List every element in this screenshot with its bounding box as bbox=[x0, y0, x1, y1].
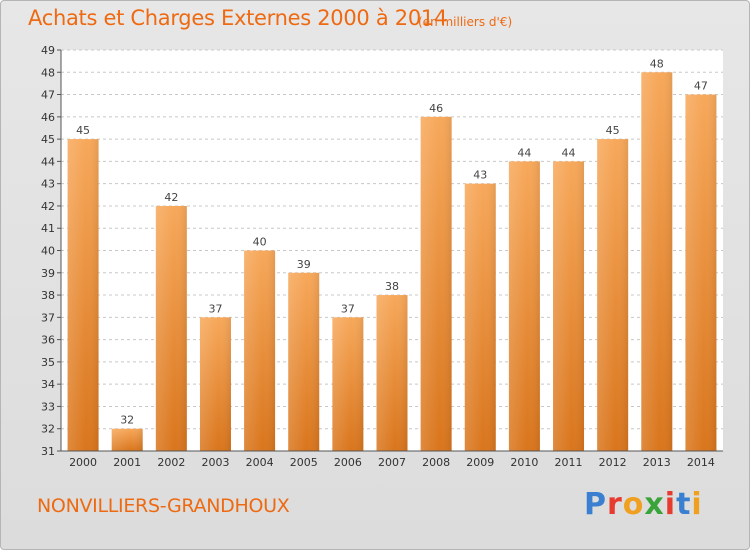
logo-letter: t bbox=[676, 487, 692, 522]
y-tick-label: 37 bbox=[41, 311, 55, 324]
bar-shade-2001 bbox=[111, 428, 143, 451]
x-tick-label: 2006 bbox=[334, 456, 362, 469]
x-tick-label: 2011 bbox=[555, 456, 583, 469]
proxiti-logo: Proxiti bbox=[584, 487, 703, 522]
chart-title: Achats et Charges Externes 2000 à 2014 bbox=[28, 6, 448, 30]
value-label: 44 bbox=[517, 146, 531, 159]
y-tick-label: 40 bbox=[41, 245, 55, 258]
value-label: 39 bbox=[297, 258, 311, 271]
x-tick-label: 2013 bbox=[643, 456, 671, 469]
y-tick-label: 45 bbox=[41, 133, 55, 146]
value-label: 37 bbox=[341, 302, 355, 315]
place-name: NONVILLIERS-GRANDHOUX bbox=[37, 495, 290, 517]
y-tick-label: 47 bbox=[41, 89, 55, 102]
bar-shade-2005 bbox=[288, 272, 320, 451]
bar-shade-2000 bbox=[67, 139, 99, 451]
value-label: 37 bbox=[208, 302, 222, 315]
y-tick-label: 35 bbox=[41, 356, 55, 369]
x-tick-label: 2010 bbox=[510, 456, 538, 469]
y-tick-label: 31 bbox=[41, 445, 55, 458]
y-tick-label: 43 bbox=[41, 178, 55, 191]
x-tick-label: 2007 bbox=[378, 456, 406, 469]
y-tick-label: 32 bbox=[41, 423, 55, 436]
y-tick-label: 39 bbox=[41, 267, 55, 280]
x-tick-label: 2008 bbox=[422, 456, 450, 469]
bar-shade-2010 bbox=[508, 161, 540, 451]
y-tick-label: 34 bbox=[41, 378, 55, 391]
value-label: 46 bbox=[429, 102, 443, 115]
bars: 45 32 42 37 40 39 37 38 46 43 44 44 45 48 47 bbox=[67, 57, 717, 452]
bar-shade-2013 bbox=[641, 72, 673, 452]
value-label: 40 bbox=[253, 236, 267, 249]
value-label: 45 bbox=[76, 124, 90, 137]
x-tick-label: 2002 bbox=[157, 456, 185, 469]
y-tick-label: 38 bbox=[41, 289, 55, 302]
value-label: 38 bbox=[385, 280, 399, 293]
y-tick-label: 44 bbox=[41, 155, 55, 168]
x-tick-label: 2000 bbox=[69, 456, 97, 469]
value-label: 43 bbox=[473, 169, 487, 182]
bar-shade-2014 bbox=[685, 94, 717, 452]
bar-shade-2003 bbox=[199, 317, 231, 451]
bar-shade-2006 bbox=[332, 317, 364, 451]
x-tick-label: 2014 bbox=[687, 456, 715, 469]
x-tick-label: 2001 bbox=[113, 456, 141, 469]
y-tick-label: 48 bbox=[41, 66, 55, 79]
value-label: 48 bbox=[650, 57, 664, 70]
value-label: 32 bbox=[120, 414, 134, 427]
y-tick-label: 46 bbox=[41, 111, 55, 124]
logo-letter: i bbox=[691, 487, 703, 522]
y-tick-label: 42 bbox=[41, 200, 55, 213]
value-label: 47 bbox=[694, 80, 708, 93]
y-tick-label: 41 bbox=[41, 222, 55, 235]
logo-letter: o bbox=[622, 487, 645, 522]
bar-shade-2011 bbox=[553, 161, 585, 451]
bar-shade-2007 bbox=[376, 295, 408, 451]
logo-letter: P bbox=[584, 487, 607, 522]
bar-shade-2004 bbox=[244, 250, 276, 451]
y-tick-label: 49 bbox=[41, 44, 55, 57]
y-tick-label: 33 bbox=[41, 400, 55, 413]
logo-letter: r bbox=[607, 487, 623, 522]
x-tick-label: 2004 bbox=[246, 456, 274, 469]
x-tick-label: 2009 bbox=[466, 456, 494, 469]
y-axis: 31 32 33 34 35 36 37 38 39 40 41 42 43 44 45 46 47 48 49 bbox=[41, 44, 62, 458]
chart-subtitle: (en milliers d'€) bbox=[418, 15, 513, 29]
x-tick-label: 2012 bbox=[599, 456, 627, 469]
value-label: 42 bbox=[164, 191, 178, 204]
y-tick-label: 36 bbox=[41, 334, 55, 347]
logo-letter: i bbox=[664, 487, 677, 522]
value-label: 45 bbox=[606, 124, 620, 137]
bar-shade-2009 bbox=[464, 183, 496, 451]
bar-shade-2002 bbox=[155, 205, 187, 451]
value-label: 44 bbox=[562, 146, 576, 159]
bar-shade-2008 bbox=[420, 116, 452, 451]
logo-letter: x bbox=[644, 487, 665, 522]
x-tick-label: 2003 bbox=[201, 456, 229, 469]
x-tick-label: 2005 bbox=[290, 456, 318, 469]
bar-shade-2012 bbox=[597, 139, 629, 451]
x-axis: 2000 2001 2002 2003 2004 2005 2006 2007 2008 2009… bbox=[61, 450, 723, 469]
